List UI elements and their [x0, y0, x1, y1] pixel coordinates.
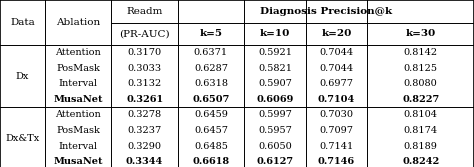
- Text: MusaNet: MusaNet: [54, 95, 103, 104]
- Text: 0.8189: 0.8189: [404, 142, 438, 150]
- Text: MusaNet: MusaNet: [54, 157, 103, 166]
- Text: 0.3290: 0.3290: [128, 142, 162, 150]
- Text: 0.6507: 0.6507: [192, 95, 229, 104]
- Text: Readm: Readm: [127, 7, 163, 16]
- Text: Dx: Dx: [16, 72, 29, 81]
- Text: 0.3033: 0.3033: [128, 64, 162, 73]
- Text: k=10: k=10: [260, 29, 290, 38]
- Text: 0.8227: 0.8227: [402, 95, 439, 104]
- Text: 0.6485: 0.6485: [194, 142, 228, 150]
- Text: PosMask: PosMask: [56, 126, 100, 135]
- Text: 0.6618: 0.6618: [192, 157, 229, 166]
- Text: Ablation: Ablation: [56, 18, 100, 27]
- Text: 0.8080: 0.8080: [404, 79, 438, 88]
- Text: k=20: k=20: [321, 29, 352, 38]
- Text: 0.3261: 0.3261: [126, 95, 163, 104]
- Text: 0.5821: 0.5821: [258, 64, 292, 73]
- Text: 0.8242: 0.8242: [402, 157, 439, 166]
- Text: 0.6050: 0.6050: [258, 142, 292, 150]
- Text: 0.3170: 0.3170: [128, 48, 162, 57]
- Text: 0.6318: 0.6318: [194, 79, 228, 88]
- Text: 0.3344: 0.3344: [126, 157, 163, 166]
- Text: 0.7104: 0.7104: [318, 95, 355, 104]
- Text: PosMask: PosMask: [56, 64, 100, 73]
- Text: 0.3132: 0.3132: [128, 79, 162, 88]
- Text: 0.6287: 0.6287: [194, 64, 228, 73]
- Text: 0.5997: 0.5997: [258, 111, 292, 119]
- Text: 0.6459: 0.6459: [194, 111, 228, 119]
- Text: 0.6069: 0.6069: [256, 95, 293, 104]
- Text: 0.5907: 0.5907: [258, 79, 292, 88]
- Text: 0.6127: 0.6127: [256, 157, 293, 166]
- Text: 0.8142: 0.8142: [404, 48, 438, 57]
- Text: 0.8104: 0.8104: [404, 111, 438, 119]
- Text: 0.6371: 0.6371: [194, 48, 228, 57]
- Text: 0.8125: 0.8125: [404, 64, 438, 73]
- Text: 0.7030: 0.7030: [319, 111, 354, 119]
- Text: 0.7044: 0.7044: [319, 64, 354, 73]
- Text: 0.7044: 0.7044: [319, 48, 354, 57]
- Text: 0.7097: 0.7097: [319, 126, 354, 135]
- Text: Interval: Interval: [59, 142, 98, 150]
- Text: 0.8174: 0.8174: [404, 126, 438, 135]
- Text: 0.3278: 0.3278: [128, 111, 162, 119]
- Text: k=5: k=5: [200, 29, 222, 38]
- Text: 0.3237: 0.3237: [128, 126, 162, 135]
- Text: (PR-AUC): (PR-AUC): [119, 29, 170, 38]
- Text: 0.7146: 0.7146: [318, 157, 355, 166]
- Text: 0.6977: 0.6977: [319, 79, 354, 88]
- Text: 0.5957: 0.5957: [258, 126, 292, 135]
- Text: Dx&Tx: Dx&Tx: [5, 134, 40, 143]
- Text: 0.6457: 0.6457: [194, 126, 228, 135]
- Text: Attention: Attention: [55, 111, 101, 119]
- Text: Attention: Attention: [55, 48, 101, 57]
- Text: Interval: Interval: [59, 79, 98, 88]
- Text: 0.7141: 0.7141: [319, 142, 354, 150]
- Text: Data: Data: [10, 18, 35, 27]
- Text: Diagnosis Precision@k: Diagnosis Precision@k: [260, 7, 392, 16]
- Text: 0.5921: 0.5921: [258, 48, 292, 57]
- Text: k=30: k=30: [406, 29, 436, 38]
